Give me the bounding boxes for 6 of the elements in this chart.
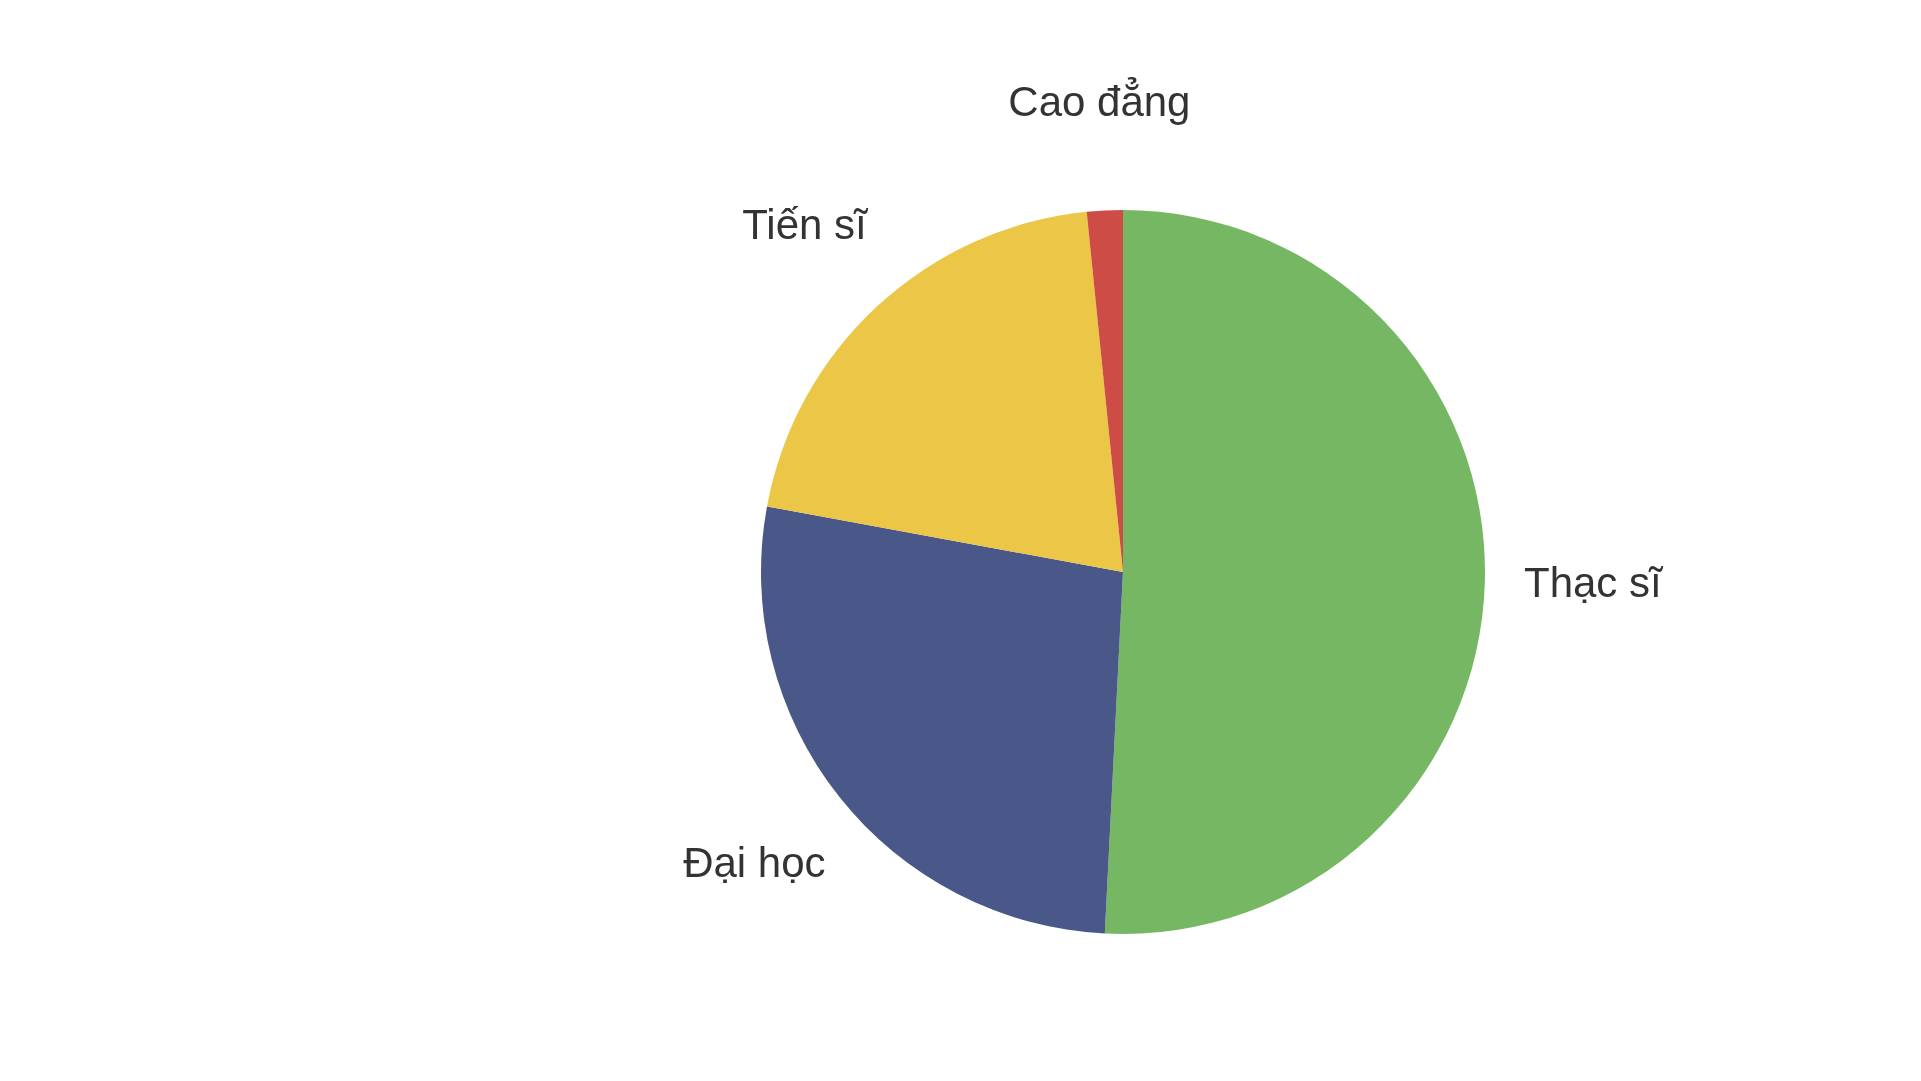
slice-label: Tiến sĩ [742, 201, 870, 249]
slice-label: Thạc sĩ [1523, 558, 1665, 606]
pie-slice [761, 506, 1123, 934]
slice-label: Cao đẳng [1008, 76, 1191, 125]
slice-label: Đại học [683, 838, 826, 886]
pie-slice [1104, 210, 1485, 934]
